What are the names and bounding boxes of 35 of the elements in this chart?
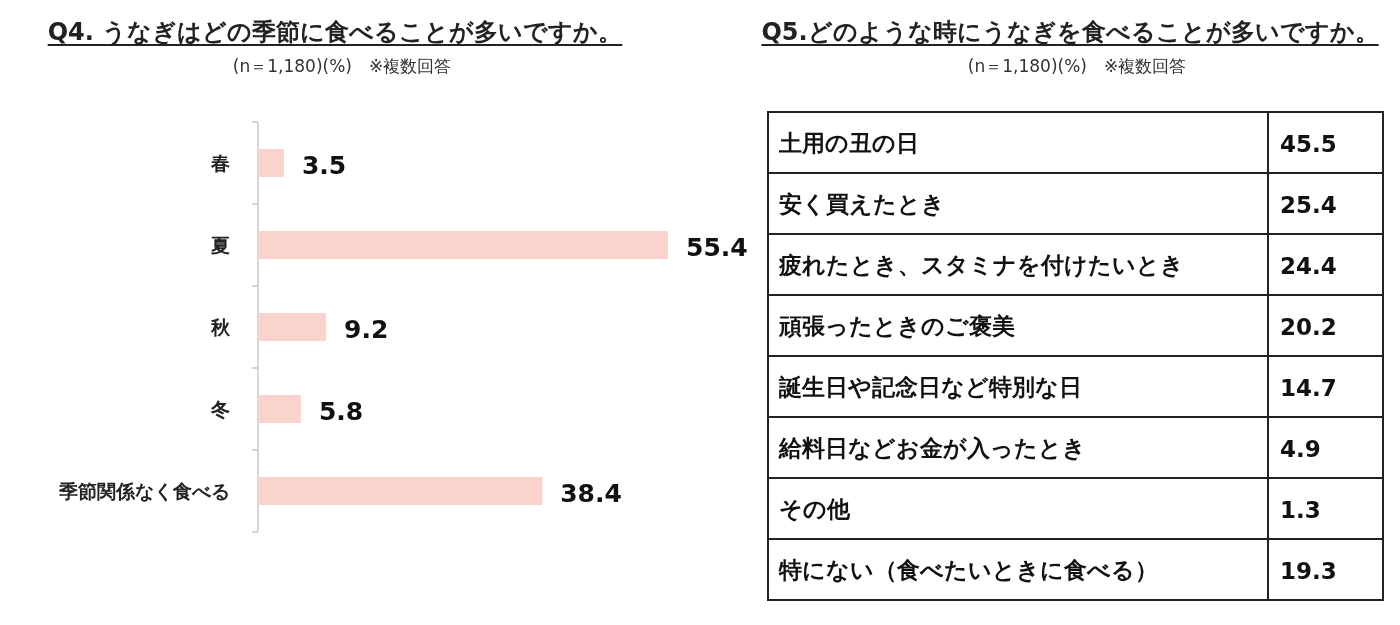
data-label: 3.5 [301, 150, 347, 180]
data-label: 5.8 [318, 396, 364, 426]
category-label: 頑張ったときのご褒美 [778, 312, 1015, 339]
data-label: 4.9 [1280, 435, 1321, 462]
y-tick-label: 春 [210, 152, 230, 174]
bar [258, 231, 668, 259]
data-label: 24.4 [1280, 252, 1337, 279]
text: (n＝1,180)(%) ※複数回答 [967, 55, 1187, 78]
y-tick-label: 冬 [210, 398, 230, 420]
data-label: 19.3 [1280, 557, 1337, 584]
category-label: 安く買えたとき [779, 190, 945, 217]
chart-subtitle: (n＝1,180)(%) ※複数回答 [232, 55, 452, 78]
data-label: 9.2 [344, 314, 389, 344]
data-label: 25.4 [1280, 191, 1337, 218]
category-label: 土用の丑の日 [778, 129, 919, 156]
category-label: 疲れたとき、スタミナを付けたいとき [778, 251, 1184, 278]
chart-title: Q4. うなぎはどの季節に食べることが多いですか。 [47, 18, 623, 46]
bar [258, 313, 327, 341]
category-label: 特にない（食べたいときに食べる） [778, 556, 1158, 583]
y-tick-label: 秋 [210, 316, 231, 338]
text: Q5.どのような時にうなぎを食べることが多いですか。 [761, 18, 1379, 46]
y-tick-label: 季節関係なく食べる [58, 480, 230, 502]
data-label: 38.4 [560, 478, 622, 508]
category-label: 給料日などお金が入ったとき [778, 434, 1086, 461]
category-label: その他 [779, 495, 851, 522]
bar [258, 477, 543, 505]
bar [258, 395, 301, 423]
data-label: 45.5 [1280, 130, 1337, 157]
y-tick-label: 夏 [210, 234, 230, 256]
data-label: 20.2 [1280, 313, 1337, 340]
bar [258, 149, 284, 177]
data-label: 14.7 [1280, 374, 1337, 401]
data-label: 55.4 [686, 232, 748, 262]
category-label: 誕生日や記念日など特別な日 [778, 373, 1082, 400]
data-label: 1.3 [1280, 496, 1321, 523]
